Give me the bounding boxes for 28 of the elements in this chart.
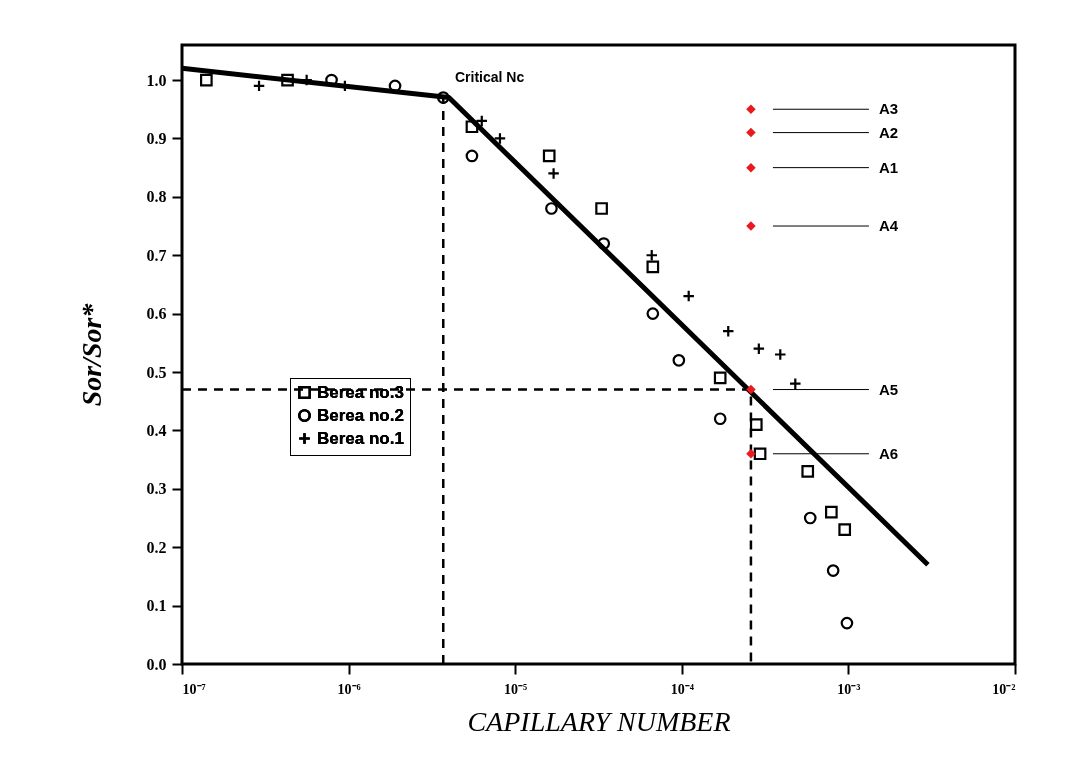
- annotation: A3: [878, 100, 899, 118]
- y-tick-label: 0.6: [146, 305, 167, 323]
- y-tick-label: 0.3: [146, 480, 167, 498]
- annotation: A4: [878, 217, 899, 235]
- annotation: Critical Nc: [455, 69, 525, 85]
- x-axis-title: CAPILLARY NUMBER: [467, 705, 731, 737]
- y-tick-label: 0.2: [146, 538, 167, 556]
- x-tick-label: 10⁻³: [837, 681, 861, 697]
- y-tick-label: 0.8: [146, 188, 167, 206]
- x-tick-label: 10⁻²: [992, 681, 1016, 697]
- annotation: A6: [878, 444, 899, 462]
- y-tick-label: 0.7: [146, 246, 167, 264]
- y-axis-title: Sor/Sor*: [75, 302, 107, 407]
- legend-label: Berea no.2: [317, 405, 404, 425]
- y-tick-label: 0.0: [146, 655, 167, 673]
- annotation: A2: [878, 123, 899, 141]
- x-tick-label: 10⁻⁶: [337, 681, 361, 697]
- y-tick-label: 0.5: [146, 363, 167, 381]
- y-tick-label: 0.1: [146, 597, 167, 615]
- annotation: A1: [878, 158, 899, 176]
- legend-label: Berea no.1: [317, 428, 404, 448]
- y-tick-label: 0.9: [146, 129, 167, 147]
- annotation: A5: [878, 380, 899, 398]
- x-tick-label: 10⁻⁴: [670, 681, 695, 697]
- y-tick-label: 1.0: [146, 71, 167, 89]
- y-tick-label: 0.4: [146, 421, 167, 439]
- x-tick-label: 10⁻⁷: [182, 681, 206, 697]
- x-tick-label: 10⁻⁵: [504, 681, 528, 697]
